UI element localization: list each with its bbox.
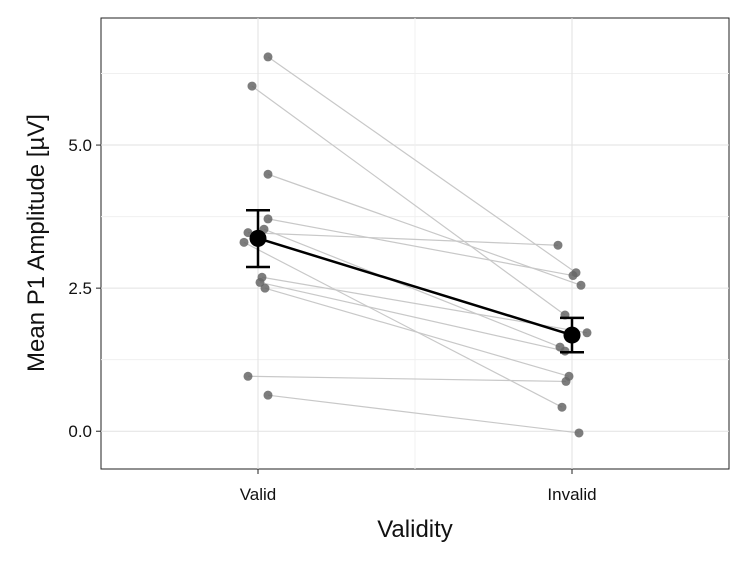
subject-line [259,281,566,352]
subject-line [247,232,559,246]
subject-line [263,228,561,348]
valid-point [239,237,249,247]
y-tick-label: 0.0 [68,422,92,441]
valid-point [260,283,270,293]
valid-point [247,81,257,91]
y-tick-label: 2.5 [68,279,92,298]
valid-point [263,214,273,224]
subject-line [251,85,566,316]
valid-point [263,169,273,179]
mean-point [563,326,581,344]
mean-line [257,237,573,337]
x-tick-label: Valid [240,485,277,504]
mean-point [249,229,267,247]
invalid-point [574,428,584,438]
invalid-point [576,280,586,290]
x-tick-label: Invalid [547,485,596,504]
valid-point [263,390,273,400]
y-axis-label: Mean P1 Amplitude [µV] [23,114,50,372]
subject-line [243,241,563,408]
y-tick-label: 5.0 [68,136,92,155]
subject-line [267,56,577,274]
invalid-point [553,240,563,250]
invalid-point [582,328,592,338]
subject-line [267,394,580,434]
invalid-point [557,402,567,412]
invalid-point [561,376,571,386]
x-axis-label: Validity [377,516,453,543]
subject-line [267,218,574,277]
subject-line [264,287,570,377]
valid-point [263,52,273,62]
subject-line [247,375,567,383]
valid-point [243,371,253,381]
invalid-point [568,271,578,281]
